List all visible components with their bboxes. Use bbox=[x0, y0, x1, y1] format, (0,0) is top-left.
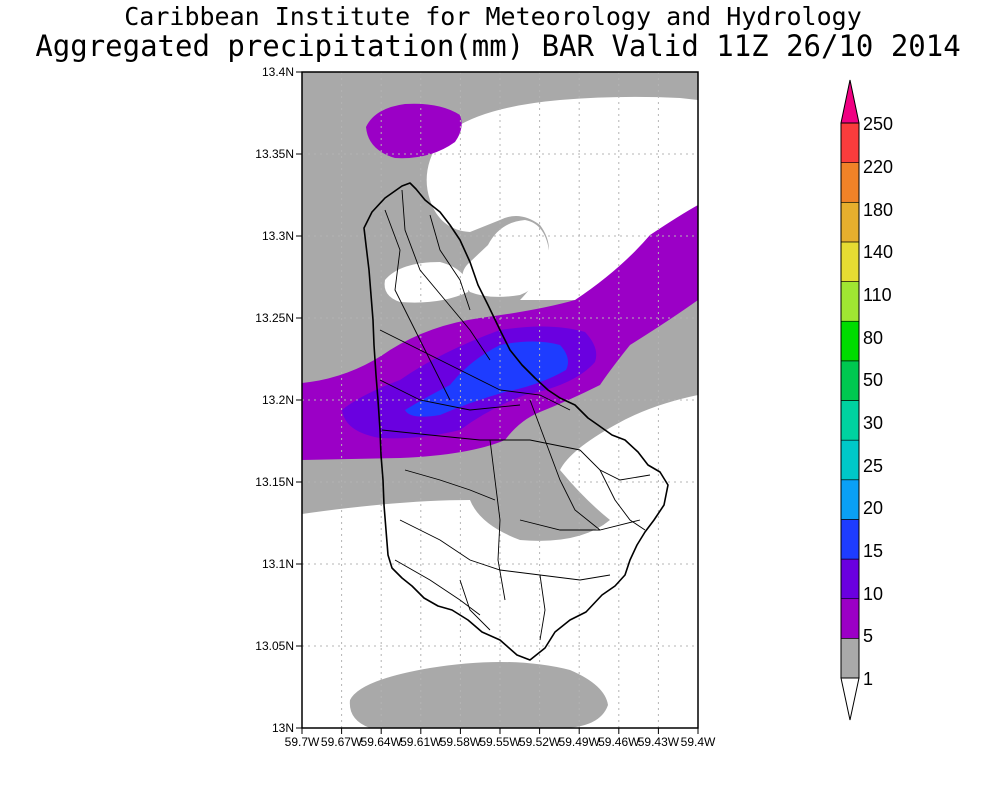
colorbar-label: 15 bbox=[863, 541, 883, 561]
colorbar-label: 30 bbox=[863, 413, 883, 433]
lat-label: 13.2N bbox=[262, 393, 294, 407]
lon-label: 59.67W bbox=[321, 735, 363, 749]
lon-label: 59.55W bbox=[479, 735, 521, 749]
colorbar-segment bbox=[840, 479, 860, 520]
precip-region-south bbox=[349, 661, 608, 728]
colorbar-over-arrow bbox=[840, 79, 860, 124]
lat-label: 13.05N bbox=[255, 639, 294, 653]
lon-label: 59.43W bbox=[638, 735, 680, 749]
chart-title: Caribbean Institute for Meteorology and … bbox=[124, 2, 862, 31]
colorbar-segment bbox=[840, 122, 860, 163]
lon-label: 59.46W bbox=[598, 735, 640, 749]
longitude-axis: 59.7W 59.67W 59.64W 59.61W 59.58W 59.55W… bbox=[285, 728, 716, 749]
colorbar-segment bbox=[840, 241, 860, 282]
lon-label: 59.58W bbox=[440, 735, 482, 749]
lat-label: 13.25N bbox=[255, 311, 294, 325]
colorbar-label: 10 bbox=[863, 584, 883, 604]
precip-gap-central bbox=[462, 220, 550, 297]
precip-band-15-20mm bbox=[405, 341, 568, 417]
lat-label: 13.3N bbox=[262, 229, 294, 243]
colorbar-label: 50 bbox=[863, 370, 883, 390]
colorbar-label: 220 bbox=[863, 157, 893, 177]
colorbar-segment bbox=[840, 638, 860, 679]
colorbar-label: 110 bbox=[863, 285, 892, 305]
colorbar-segment bbox=[840, 439, 860, 481]
colorbar-label: 250 bbox=[863, 114, 893, 134]
colorbar-label: 80 bbox=[863, 328, 883, 348]
colorbar-segment bbox=[840, 162, 860, 203]
colorbar-legend: 250 220 180 140 110 80 50 30 25 20 15 10… bbox=[840, 79, 893, 721]
island-interior-lines bbox=[379, 189, 651, 641]
map-gridlines bbox=[302, 72, 698, 728]
precip-gap-west bbox=[384, 262, 469, 303]
colorbar-frame bbox=[840, 122, 860, 679]
lon-label: 59.49W bbox=[559, 735, 601, 749]
colorbar-segment bbox=[840, 281, 860, 322]
colorbar-segment bbox=[840, 400, 860, 441]
precip-region-north-5-10mm bbox=[366, 103, 462, 159]
lat-label: 13.1N bbox=[262, 557, 294, 571]
map-plot-area bbox=[302, 72, 698, 728]
colorbar-segment bbox=[840, 360, 860, 401]
colorbar-label: 20 bbox=[863, 498, 883, 518]
colorbar-label: 140 bbox=[863, 242, 893, 262]
lon-label: 59.52W bbox=[519, 735, 561, 749]
lat-label: 13.35N bbox=[255, 147, 294, 161]
colorbar-label: 25 bbox=[863, 456, 883, 476]
colorbar-label: 180 bbox=[863, 200, 893, 220]
chart-subtitle: Aggregated precipitation(mm) BAR Valid 1… bbox=[35, 29, 961, 63]
lat-label: 13N bbox=[272, 721, 294, 735]
colorbar-segment bbox=[840, 558, 860, 600]
colorbar-segment bbox=[840, 320, 860, 362]
lon-label: 59.7W bbox=[285, 735, 320, 749]
colorbar-label: 1 bbox=[863, 669, 873, 689]
colorbar-segment bbox=[840, 598, 860, 639]
lat-label: 13.4N bbox=[262, 65, 294, 79]
colorbar-under-arrow bbox=[840, 677, 860, 721]
lon-label: 59.61W bbox=[400, 735, 442, 749]
lat-label: 13.15N bbox=[255, 475, 294, 489]
colorbar-segment bbox=[840, 201, 860, 243]
island-outline bbox=[363, 182, 669, 661]
colorbar-segment bbox=[840, 519, 860, 560]
precip-gap-ne bbox=[585, 101, 698, 160]
lon-label: 59.64W bbox=[361, 735, 403, 749]
lon-label: 59.4W bbox=[681, 735, 716, 749]
colorbar-label: 5 bbox=[863, 626, 873, 646]
latitude-axis: 13.4N 13.35N 13.3N 13.25N 13.2N 13.15N 1… bbox=[255, 65, 302, 735]
